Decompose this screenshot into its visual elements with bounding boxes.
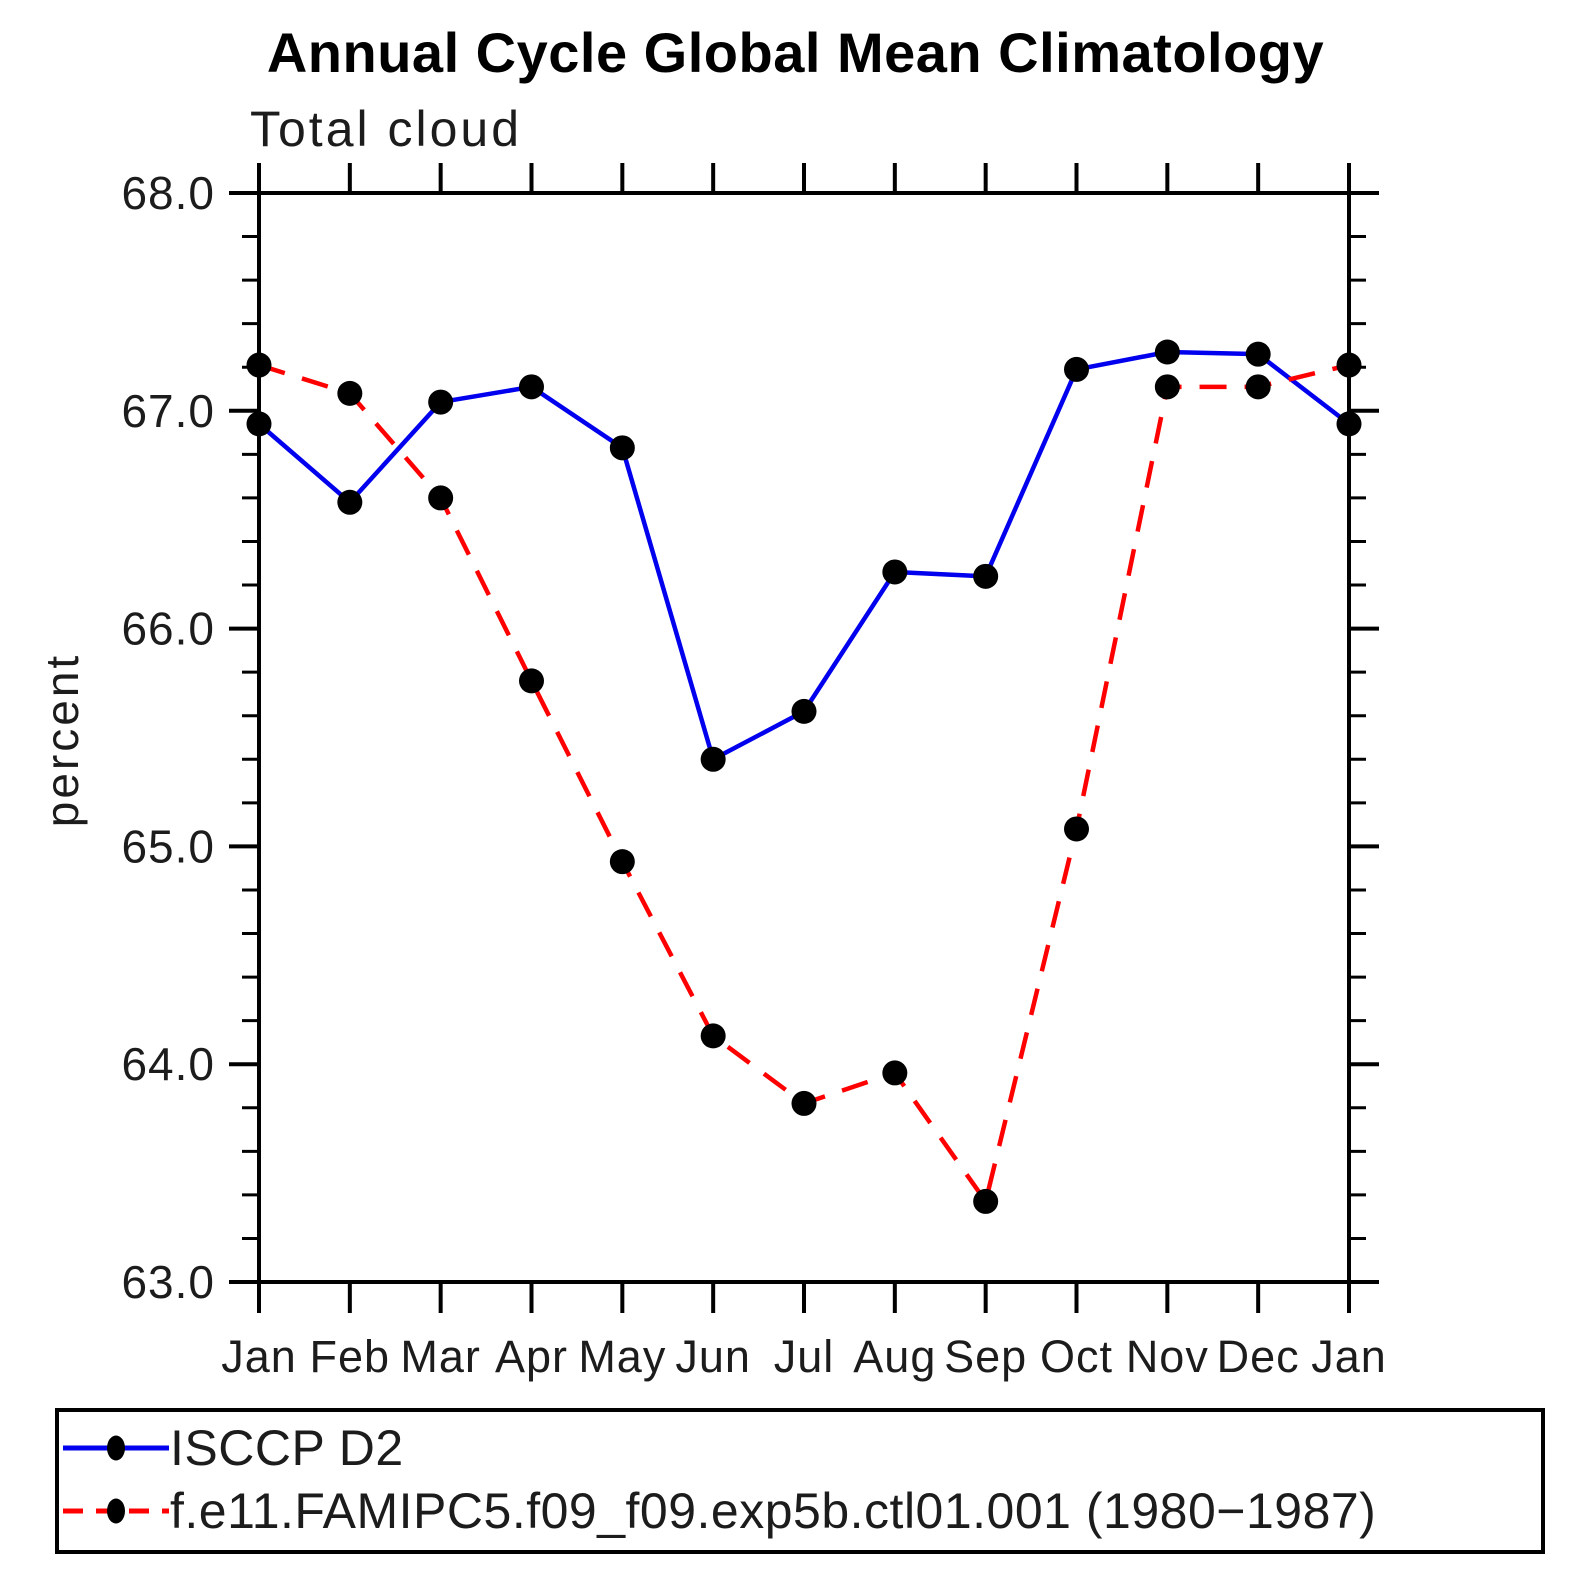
svg-text:Sep: Sep	[944, 1331, 1027, 1382]
legend-swatch-solid-line	[63, 1435, 169, 1460]
svg-text:64.0: 64.0	[121, 1038, 215, 1090]
svg-text:65.0: 65.0	[121, 820, 215, 872]
svg-text:May: May	[578, 1331, 666, 1382]
chart-subtitle: Total cloud	[250, 101, 523, 157]
svg-text:Aug: Aug	[853, 1331, 936, 1382]
legend-swatch-dashed-line	[63, 1498, 169, 1523]
legend-item-isccp-d2: ISCCP D2	[59, 1417, 1541, 1479]
svg-text:67.0: 67.0	[121, 385, 215, 437]
legend-label-isccp-d2: ISCCP D2	[170, 1419, 404, 1476]
svg-text:Oct: Oct	[1040, 1331, 1113, 1382]
svg-text:Jul: Jul	[774, 1331, 835, 1382]
svg-text:Jan: Jan	[1311, 1331, 1387, 1382]
svg-text:Feb: Feb	[310, 1331, 391, 1382]
legend-marker-dot	[107, 1498, 125, 1523]
chart-title: Annual Cycle Global Mean Climatology	[266, 21, 1325, 84]
svg-text:66.0: 66.0	[121, 603, 215, 655]
svg-text:Nov: Nov	[1126, 1331, 1209, 1382]
svg-text:Mar: Mar	[400, 1331, 481, 1382]
legend: ISCCP D2 f.e11.FAMIPC5.f09_f09.exp5b.ctl…	[55, 1408, 1545, 1554]
svg-text:63.0: 63.0	[121, 1256, 215, 1308]
legend-label-model-run: f.e11.FAMIPC5.f09_f09.exp5b.ctl01.001 (1…	[170, 1482, 1377, 1539]
legend-item-model-run: f.e11.FAMIPC5.f09_f09.exp5b.ctl01.001 (1…	[59, 1480, 1541, 1542]
svg-text:Jun: Jun	[675, 1331, 751, 1382]
svg-text:Apr: Apr	[495, 1331, 568, 1382]
legend-marker-dot	[107, 1435, 125, 1460]
svg-text:Dec: Dec	[1217, 1331, 1300, 1382]
svg-text:68.0: 68.0	[121, 167, 215, 219]
svg-text:Jan: Jan	[221, 1331, 297, 1382]
